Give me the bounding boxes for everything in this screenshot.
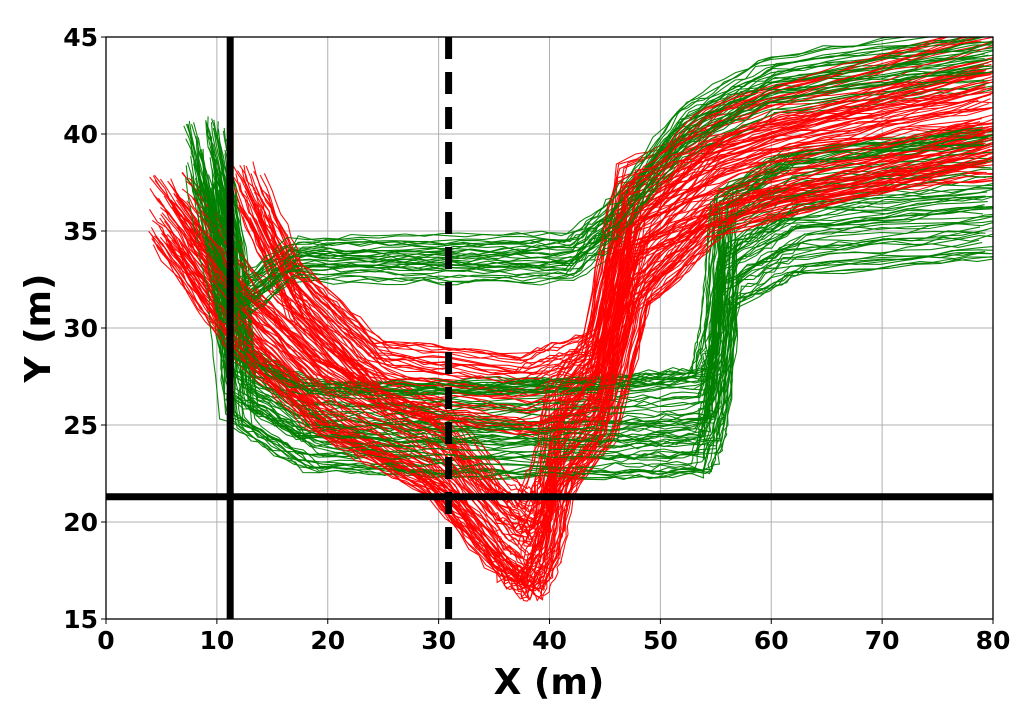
trajectory-line bbox=[185, 177, 983, 469]
trajectory-line bbox=[236, 88, 993, 370]
trajectory-line bbox=[215, 171, 993, 453]
trajectory-line bbox=[185, 165, 993, 444]
trajectory-line bbox=[170, 74, 982, 537]
trajectory-line bbox=[259, 94, 992, 374]
trajectory-line bbox=[259, 153, 993, 421]
trajectory-line bbox=[189, 144, 988, 591]
trajectory-line bbox=[170, 40, 982, 510]
trajectory-line bbox=[214, 159, 985, 443]
trajectory-line bbox=[158, 129, 993, 580]
trajectory-line bbox=[152, 157, 993, 600]
y-axis-ticks: 15 20 25 30 35 40 45 bbox=[63, 23, 106, 634]
x-tick-label: 40 bbox=[532, 626, 567, 655]
y-tick-label: 40 bbox=[63, 120, 98, 149]
trajectory-line bbox=[204, 187, 993, 477]
trajectory-line bbox=[245, 74, 983, 364]
trajectory-line bbox=[171, 86, 993, 549]
y-tick-label: 35 bbox=[63, 217, 98, 246]
x-tick-label: 0 bbox=[97, 626, 114, 655]
trajectory-line bbox=[226, 37, 986, 301]
trajectory-line bbox=[207, 67, 993, 317]
x-tick-label: 70 bbox=[865, 626, 900, 655]
trajectory-line bbox=[250, 95, 987, 376]
y-tick-label: 20 bbox=[63, 508, 98, 537]
x-tick-label: 60 bbox=[754, 626, 789, 655]
x-tick-label: 80 bbox=[976, 626, 1011, 655]
y-tick-label: 45 bbox=[63, 23, 98, 52]
trajectory-line bbox=[215, 49, 993, 308]
trajectory-line bbox=[192, 163, 993, 444]
x-tick-label: 20 bbox=[310, 626, 345, 655]
trajectory-line bbox=[263, 164, 993, 425]
trajectory-line bbox=[225, 79, 985, 323]
reference-lines bbox=[106, 37, 993, 619]
trajectory-line bbox=[261, 123, 993, 391]
trajectory-line bbox=[214, 183, 986, 477]
x-axis-label: X (m) bbox=[494, 662, 605, 702]
y-tick-label: 30 bbox=[63, 314, 98, 343]
trajectory-line bbox=[248, 129, 993, 404]
trajectory-line bbox=[166, 148, 991, 594]
x-tick-label: 30 bbox=[421, 626, 456, 655]
trajectory-line bbox=[187, 61, 979, 528]
trajectory-line bbox=[192, 178, 986, 461]
trajectory-line bbox=[185, 37, 978, 504]
y-axis-label: Y (m) bbox=[18, 273, 59, 383]
trajectory-line bbox=[267, 160, 989, 426]
y-tick-label: 25 bbox=[63, 411, 98, 440]
trajectory-line bbox=[207, 37, 897, 291]
trajectory-line bbox=[220, 59, 989, 313]
trajectory-line bbox=[253, 81, 993, 366]
x-tick-label: 10 bbox=[199, 626, 234, 655]
trajectory-line bbox=[184, 127, 993, 576]
x-tick-label: 50 bbox=[643, 626, 678, 655]
trajectory-line bbox=[150, 125, 993, 571]
trajectory-line bbox=[170, 160, 984, 602]
trajectory-line bbox=[239, 106, 993, 383]
trajectory-line bbox=[255, 107, 992, 385]
trajectory-line bbox=[186, 74, 978, 539]
trajectory-line bbox=[212, 42, 993, 304]
trajectory-line bbox=[169, 74, 992, 532]
y-tick-label: 15 bbox=[63, 605, 98, 634]
trajectory-line bbox=[232, 88, 981, 375]
trajectory-line bbox=[219, 46, 993, 305]
trajectory-line bbox=[227, 71, 993, 318]
x-axis-ticks: 0 10 20 30 40 50 60 70 80 bbox=[97, 619, 1010, 655]
trajectory-line bbox=[177, 98, 991, 555]
trajectory-line bbox=[203, 37, 977, 298]
trajectory-line bbox=[178, 151, 993, 592]
